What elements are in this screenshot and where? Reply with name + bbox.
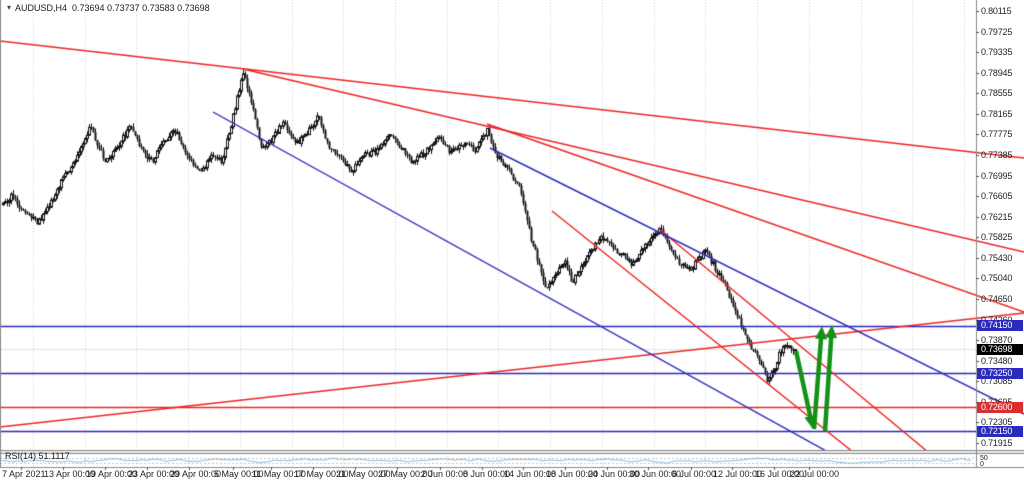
price-axis-label: 0.80115 [981, 6, 1012, 16]
time-axis-label: 30 Jun 00:00 [629, 469, 682, 479]
time-axis-label: 5 May 00:00 [214, 469, 264, 479]
price-axis-label: 0.78555 [981, 88, 1013, 99]
time-axis-label: 14 Jun 00:00 [504, 469, 557, 479]
time-axis-label: 17 May 00:00 [294, 469, 349, 479]
chevron-down-icon[interactable]: ▾ [7, 3, 12, 12]
time-axis-label: 19 Apr 00:00 [86, 469, 138, 479]
price-axis-label: 0.78945 [981, 67, 1013, 78]
time-axis-label: 22 Jul 00:00 [790, 469, 840, 479]
price-marker-badge: 0.73250 [977, 367, 1023, 379]
time-axis-label: 16 Jul 00:00 [755, 469, 805, 479]
rsi-indicator-label: RSI(14) 51.1117 [5, 451, 70, 461]
price-marker-badge: 0.72150 [977, 425, 1023, 437]
price-axis-label: 0.79725 [981, 26, 1013, 37]
time-axis-label: 23 Apr 00:00 [128, 469, 180, 479]
time-axis-label: 7 Apr 2021 [2, 469, 46, 479]
price-axis-label: 0.75040 [981, 273, 1013, 284]
price-axis-label: 0.77775 [981, 129, 1013, 140]
price-axis-label: 0.74260 [981, 315, 1024, 325]
time-axis-label: 18 Jun 00:00 [546, 469, 599, 479]
price-marker-badge: 0.72600 [977, 401, 1023, 413]
time-axis-label: 13 Apr 00:00 [44, 469, 96, 479]
price-axis-label: 0.72305 [981, 417, 1013, 428]
time-axis-label: 8 Jun 00:00 [463, 469, 511, 479]
price-axis-label: 0.75825 [981, 232, 1013, 243]
time-axis-label: 6 Jul 00:00 [672, 469, 717, 479]
symbol-quote-line: ▾ AUDUSD,H4 0.73694 0.73737 0.73583 0.736… [7, 3, 210, 13]
price-axis-label: 0.73085 [981, 376, 1013, 387]
time-axis-label: 12 Jul 00:00 [713, 469, 763, 479]
price-axis-label: 0.76995 [981, 170, 1013, 181]
price-axis-label: 0.73480 [981, 355, 1013, 366]
price-marker-badge: 0.73698 [977, 343, 1023, 355]
price-axis-label: 0.74650 [981, 293, 1013, 304]
price-axis-label: 0.78165 [981, 108, 1013, 119]
price-axis-label: 0.79335 [981, 47, 1013, 58]
price-axis-label: 0.77385 [981, 149, 1013, 160]
price-axis-label: 0.76215 [981, 211, 1013, 222]
time-axis-label: 21 May 00:00 [336, 469, 391, 479]
time-axis-label: 27 May 00:00 [378, 469, 433, 479]
time-axis-label: 11 May 00:00 [252, 469, 306, 479]
price-axis-label: 0.72695 [981, 397, 1024, 407]
symbol-ohlc-text: AUDUSD,H4 0.73694 0.73737 0.73583 0.7369… [15, 3, 210, 13]
price-axis-label: 0.75430 [981, 252, 1013, 263]
price-axis-label: 0.76605 [981, 191, 1013, 202]
time-axis-label: 29 Apr 00:00 [170, 469, 222, 479]
rsi-scale-label: 0 [980, 461, 984, 468]
price-axis-label: 0.73870 [981, 335, 1013, 346]
time-axis-label: 2 Jun 00:00 [421, 469, 469, 479]
time-axis-label: 24 Jun 00:00 [588, 469, 641, 479]
price-axis-label: 0.71915 [981, 437, 1013, 448]
price-marker-badge: 0.74150 [977, 320, 1023, 332]
rsi-scale-label: 50 [980, 455, 988, 462]
